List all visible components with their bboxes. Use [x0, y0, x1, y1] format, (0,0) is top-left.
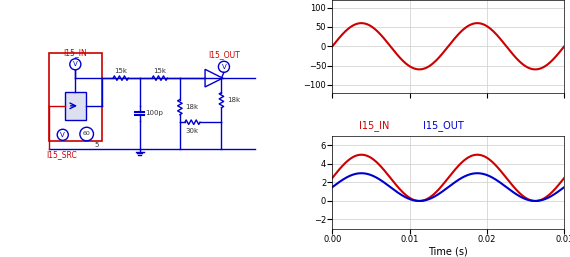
Text: I15_OUT: I15_OUT: [424, 120, 464, 131]
Text: 18k: 18k: [185, 104, 198, 110]
Text: 60: 60: [83, 131, 91, 135]
Text: 18k: 18k: [227, 97, 240, 103]
X-axis label: Time (s): Time (s): [429, 247, 468, 257]
Text: 15k: 15k: [114, 68, 127, 74]
Text: 30k: 30k: [186, 128, 199, 134]
Text: I15_IN: I15_IN: [63, 48, 87, 57]
Text: I15_OUT: I15_OUT: [208, 50, 240, 59]
Text: I15_IN: I15_IN: [359, 120, 389, 131]
Text: 15k: 15k: [153, 68, 166, 74]
Bar: [64, 92, 86, 120]
Text: 5: 5: [94, 142, 99, 148]
Text: I15_SRC: I15_SRC: [46, 150, 77, 159]
Text: V: V: [222, 64, 226, 70]
Bar: [49, 53, 102, 141]
Text: V: V: [73, 61, 78, 67]
Text: V: V: [60, 132, 65, 138]
Text: 100p: 100p: [145, 111, 163, 116]
